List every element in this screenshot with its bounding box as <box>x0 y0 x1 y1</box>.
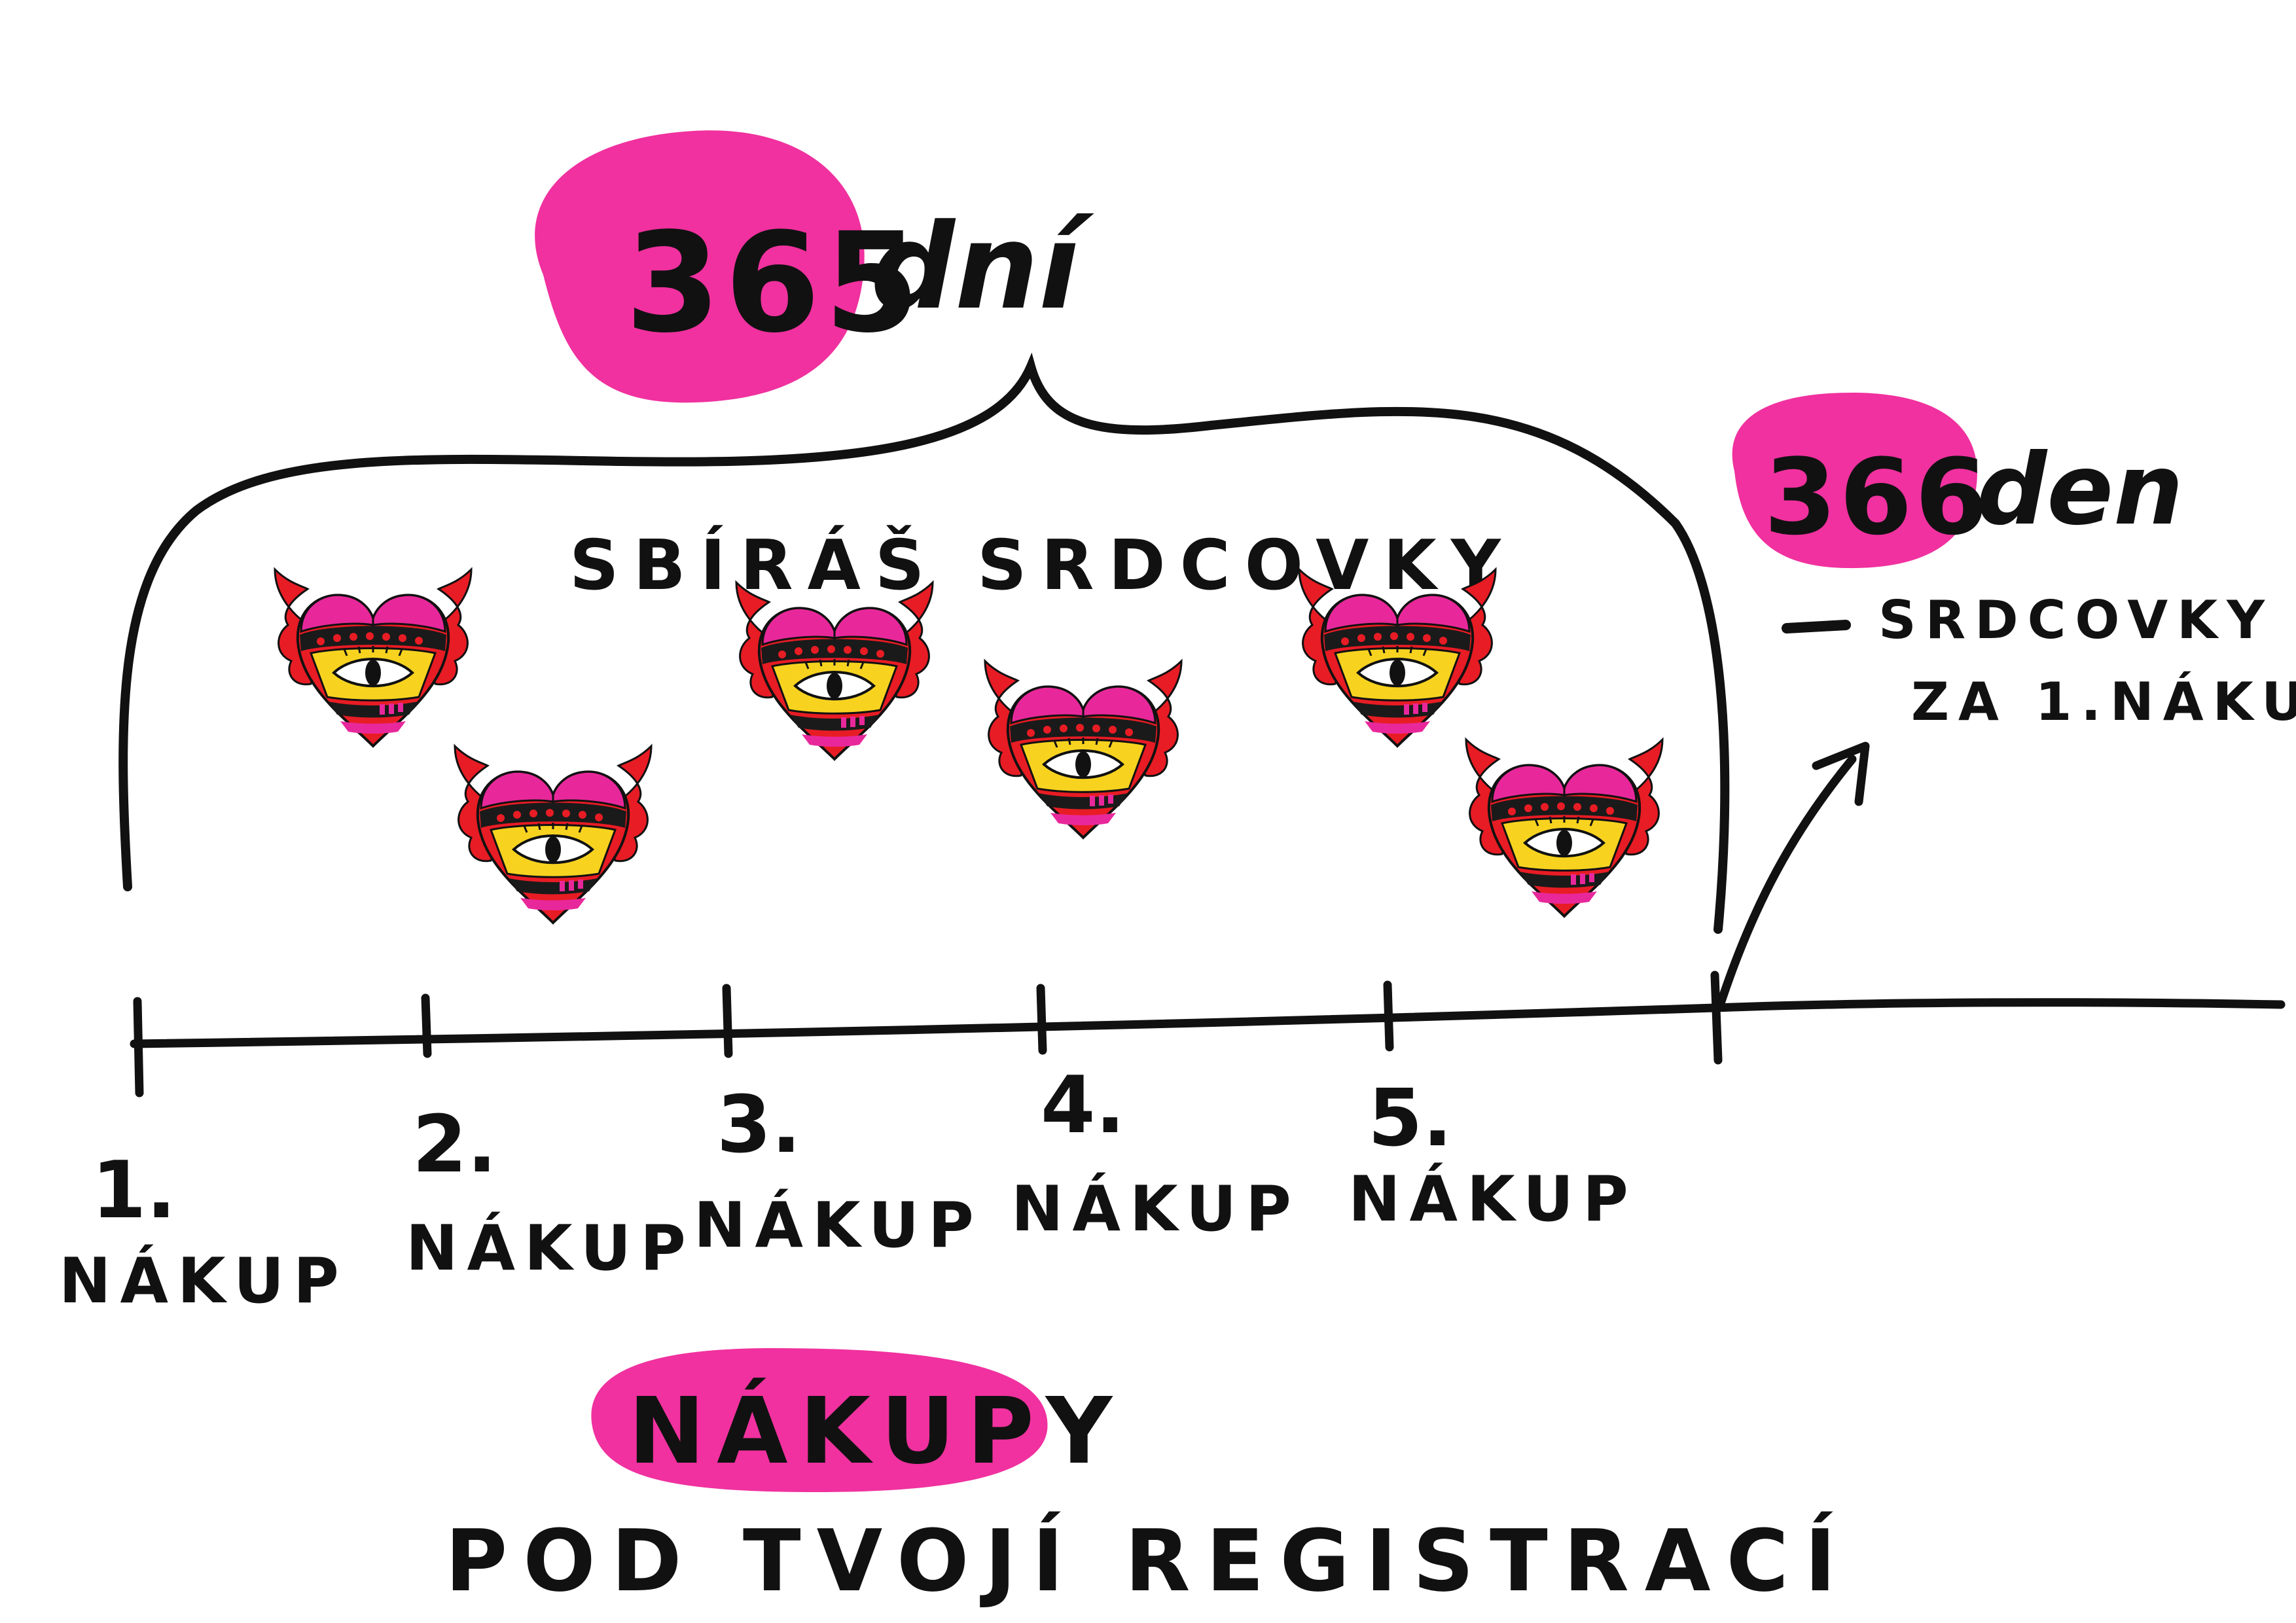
timeline-tick-5 <box>1383 980 1394 1052</box>
days-365-unit: dní <box>870 199 1094 336</box>
highlight-nakupy-blob <box>591 1348 1048 1492</box>
purchase-label-3: NÁKUP <box>694 1189 983 1262</box>
reward-line-2: ZA 1.NÁKUP <box>1911 671 2296 732</box>
day-366-number: 366 <box>1764 436 1990 558</box>
heart-icon-4 <box>984 660 1183 839</box>
timeline-ticks <box>133 980 1394 1097</box>
purchase-label-2: NÁKUP <box>406 1212 695 1285</box>
heart-icon-1 <box>274 568 473 747</box>
purchase-number-5: 5. <box>1368 1073 1452 1164</box>
purchase-number-4: 4. <box>1041 1060 1125 1151</box>
dash-mark <box>1782 620 1851 633</box>
purchase-number-1: 1. <box>92 1145 176 1236</box>
collect-label: SBÍRÁŠ SRDCOVKY <box>569 525 1515 605</box>
timeline-end-tick <box>1710 971 1723 1065</box>
period-brace <box>118 352 1730 934</box>
heart-icon-3 <box>735 581 934 760</box>
purchase-label-4: NÁKUP <box>1011 1173 1300 1245</box>
heart-icon-6 <box>1465 738 1664 918</box>
bottom-rest-text: POD TVOJÍ REGISTRACÍ <box>445 1511 1852 1611</box>
days-365-number: 365 <box>625 203 924 363</box>
timeline-axis <box>130 998 2286 1048</box>
purchase-label-5: NÁKUP <box>1348 1163 1638 1236</box>
purchase-label-1: NÁKUP <box>59 1245 348 1317</box>
timeline-tick-2 <box>421 993 432 1058</box>
highlight-365-blob <box>535 130 865 403</box>
bottom-highlight-word: NÁKUPY <box>628 1377 1124 1485</box>
highlight-366-blob <box>1732 393 1977 569</box>
arrow-up-right-icon <box>1717 741 1870 1006</box>
day-366-unit: den <box>1977 433 2183 547</box>
heart-icon-2 <box>454 745 653 924</box>
timeline-tick-1 <box>133 997 144 1097</box>
purchase-number-2: 2. <box>412 1099 497 1190</box>
timeline-tick-4 <box>1036 984 1047 1055</box>
reward-line-1: SRDCOVKY <box>1878 590 2274 651</box>
timeline-tick-3 <box>722 984 733 1058</box>
purchase-number-3: 3. <box>717 1080 801 1171</box>
